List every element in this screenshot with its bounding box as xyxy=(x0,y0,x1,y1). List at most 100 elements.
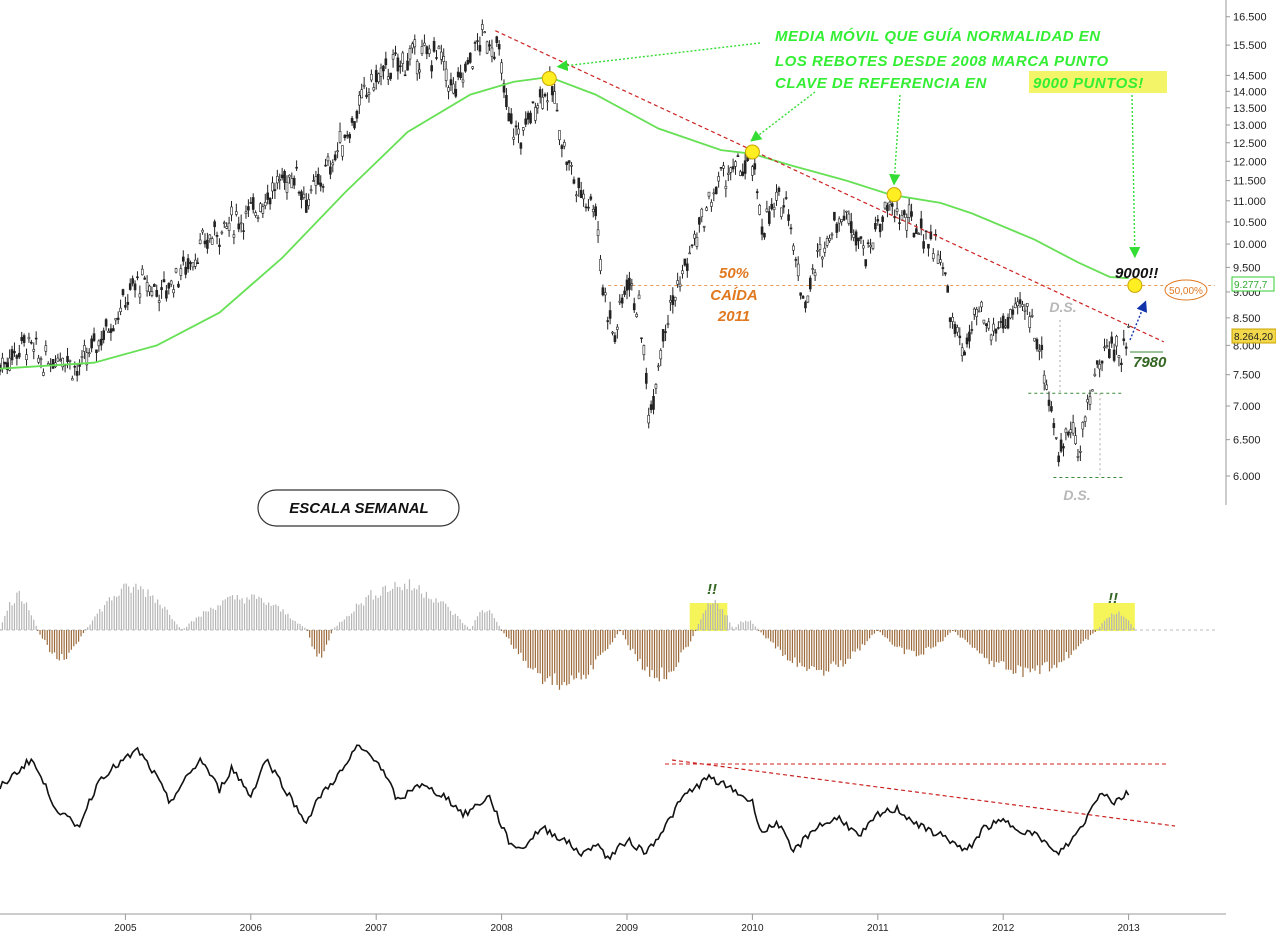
pct-tag: 50,00% xyxy=(1164,279,1208,301)
candle-body xyxy=(695,237,699,247)
candle-body xyxy=(970,329,974,331)
candle-body xyxy=(126,302,130,305)
candle-body xyxy=(353,121,356,129)
candle-body xyxy=(625,279,629,291)
candle-body xyxy=(946,285,950,293)
candle-body xyxy=(365,94,368,98)
candle-body xyxy=(818,243,822,250)
candle-body xyxy=(415,61,419,75)
annotation-arrow xyxy=(889,94,901,186)
y-tick-label: 7.500 xyxy=(1233,370,1261,382)
y-tick-label: 12.000 xyxy=(1233,156,1267,168)
candle-body xyxy=(34,337,38,340)
candle-body xyxy=(297,191,301,194)
candle-body xyxy=(676,280,679,285)
candle-body xyxy=(630,283,634,286)
candle-body xyxy=(741,171,745,176)
candle-body xyxy=(367,92,371,95)
candle-body xyxy=(333,154,337,161)
candle-body xyxy=(987,321,991,329)
y-tick-label: 12.500 xyxy=(1233,138,1267,150)
candle-body xyxy=(307,199,310,207)
candle-body xyxy=(345,134,349,137)
candle-body xyxy=(724,185,728,189)
candle-body xyxy=(924,230,928,233)
candle-body xyxy=(242,230,245,232)
candle-body xyxy=(75,371,79,376)
y-tick-label: 11.000 xyxy=(1233,196,1266,208)
candle-body xyxy=(452,83,455,94)
candle-body xyxy=(99,338,103,346)
candle-body xyxy=(760,226,764,235)
candle-body xyxy=(124,305,127,308)
candle-body xyxy=(1067,432,1070,436)
candle-body xyxy=(613,335,617,343)
candle-body xyxy=(321,186,325,188)
candle-body xyxy=(789,227,793,230)
candle-body xyxy=(601,287,605,296)
candle-body xyxy=(951,316,954,322)
candle-body xyxy=(657,365,660,368)
candle-body xyxy=(936,254,940,264)
candle-body xyxy=(997,327,1000,329)
reference-lines xyxy=(608,285,1215,479)
candle-body xyxy=(823,247,827,253)
candle-body xyxy=(1026,303,1029,307)
candle-body xyxy=(821,256,824,260)
target-arrow xyxy=(1129,300,1148,341)
candle-body xyxy=(1088,396,1092,405)
candle-body xyxy=(712,192,716,195)
candle-body xyxy=(1035,339,1039,350)
candle-body xyxy=(189,262,192,264)
candle-body xyxy=(25,354,28,360)
x-axis-ticks: 2005 2006 2007 2008 2009 2010 2011 2012 2013 xyxy=(114,914,1140,934)
candle-body xyxy=(881,216,884,222)
candle-body xyxy=(39,358,43,361)
candle-body xyxy=(1018,299,1022,304)
candle-body xyxy=(251,197,255,210)
candle-body xyxy=(102,330,105,340)
candle-body xyxy=(753,163,757,170)
scale-badge-text: ESCALA SEMANAL xyxy=(289,500,428,517)
candle-body xyxy=(116,317,120,320)
candle-body xyxy=(594,206,597,217)
candle-body xyxy=(816,250,819,252)
candle-body xyxy=(430,65,433,72)
x-tick-label: 2011 xyxy=(867,923,889,934)
candle-body xyxy=(739,171,742,176)
candle-body xyxy=(140,268,144,276)
x-tick-label: 2006 xyxy=(240,923,263,934)
candle-body xyxy=(736,155,740,157)
histogram-bars xyxy=(0,579,1135,690)
candle-body xyxy=(1071,422,1075,434)
candle-body xyxy=(418,69,421,73)
candle-body xyxy=(1004,325,1007,328)
candle-body xyxy=(765,208,769,212)
candle-body xyxy=(784,197,788,199)
candle-body xyxy=(360,89,364,99)
candle-body xyxy=(449,79,453,86)
candle-body xyxy=(153,283,156,287)
candle-body xyxy=(194,259,197,267)
candle-body xyxy=(830,233,834,236)
candle-body xyxy=(461,79,465,83)
candle-body xyxy=(743,160,747,174)
candle-body xyxy=(165,290,168,299)
candle-body xyxy=(611,331,614,334)
annotation-line-1: MEDIA MÓVIL QUE GUÍA NORMALIDAD EN xyxy=(775,27,1101,45)
candle-body xyxy=(157,300,161,303)
candle-body xyxy=(423,42,426,46)
candle-body xyxy=(186,258,190,270)
candle-body xyxy=(587,206,590,209)
candle-body xyxy=(220,231,224,234)
candle-body xyxy=(531,101,535,103)
candle-body xyxy=(295,166,298,169)
candle-body xyxy=(1006,317,1010,329)
candle-body xyxy=(953,324,957,334)
candle-body xyxy=(271,182,274,192)
y-tick-label: 8.500 xyxy=(1233,313,1261,325)
resistance-trendline xyxy=(495,30,1165,343)
candle-body xyxy=(1091,389,1094,392)
candle-body xyxy=(1062,446,1065,449)
candle-body xyxy=(490,47,494,57)
